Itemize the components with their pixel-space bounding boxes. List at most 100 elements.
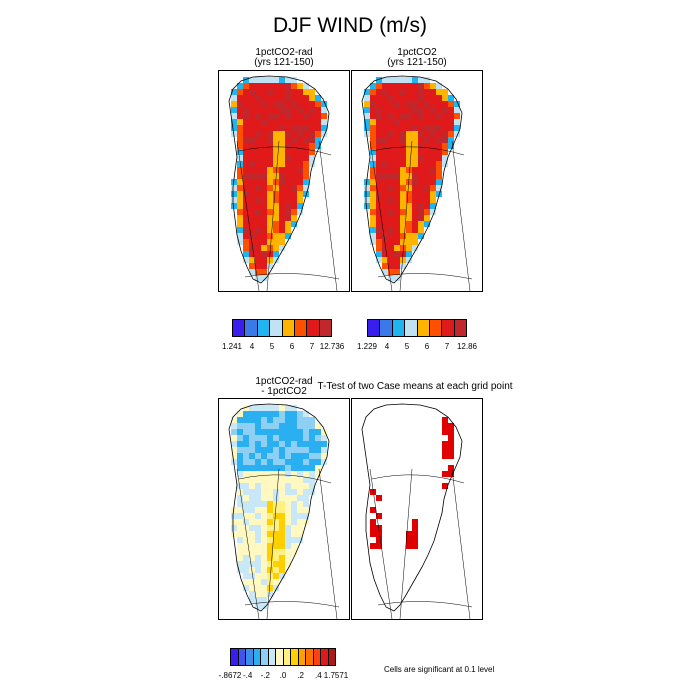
grid-cell xyxy=(261,561,267,567)
grid-cell xyxy=(267,483,273,489)
grid-cell xyxy=(261,233,267,239)
grid-cell xyxy=(237,489,243,495)
grid-cell xyxy=(448,95,454,101)
grid-cell xyxy=(297,501,303,507)
grid-cell xyxy=(267,227,273,233)
grid-cell xyxy=(261,483,267,489)
grid-cell xyxy=(388,107,394,113)
grid-cell xyxy=(261,603,267,609)
grid-cell xyxy=(267,471,273,477)
grid-cell xyxy=(412,107,418,113)
grid-cell xyxy=(303,125,309,131)
grid-cell xyxy=(279,561,285,567)
grid-cell xyxy=(285,555,291,561)
grid-cell xyxy=(243,543,249,549)
grid-cell xyxy=(394,95,400,101)
grid-cell xyxy=(249,173,255,179)
grid-cell xyxy=(388,119,394,125)
grid-cell xyxy=(243,411,249,417)
colorbar-swatch xyxy=(454,320,466,336)
grid-cell xyxy=(400,149,406,155)
grid-cell xyxy=(243,441,249,447)
grid-cell xyxy=(412,191,418,197)
grid-cell xyxy=(237,525,243,531)
grid-cell xyxy=(279,537,285,543)
grid-cell xyxy=(406,113,412,119)
grid-cell xyxy=(400,143,406,149)
grid-cell xyxy=(273,471,279,477)
grid-cell xyxy=(255,119,261,125)
grid-cell xyxy=(412,209,418,215)
grid-cell xyxy=(412,537,418,543)
grid-cell xyxy=(315,435,321,441)
grid-cell xyxy=(267,477,273,483)
grid-cell xyxy=(243,531,249,537)
grid-cell xyxy=(261,143,267,149)
grid-cell xyxy=(297,489,303,495)
grid-cell xyxy=(394,239,400,245)
grid-cell xyxy=(394,215,400,221)
grid-cell xyxy=(279,215,285,221)
grid-cell xyxy=(255,441,261,447)
grid-cell xyxy=(376,221,382,227)
grid-cell xyxy=(412,119,418,125)
grid-cell xyxy=(436,101,442,107)
colorbar-swatch xyxy=(380,320,393,336)
grid-cell xyxy=(424,131,430,137)
grid-cell xyxy=(315,101,321,107)
grid-cell xyxy=(388,89,394,95)
grid-cell xyxy=(285,501,291,507)
grid-cell xyxy=(448,143,454,149)
grid-cell xyxy=(376,537,382,543)
grid-cell xyxy=(412,167,418,173)
grid-cell xyxy=(237,149,243,155)
grid-cell xyxy=(448,119,454,125)
grid-cell xyxy=(418,95,424,101)
grid-cell xyxy=(297,101,303,107)
grid-cell xyxy=(412,125,418,131)
grid-cell xyxy=(279,137,285,143)
colorbar-swatch xyxy=(429,320,443,336)
grid-cell xyxy=(243,567,249,573)
grid-cell xyxy=(237,465,243,471)
grid-cell xyxy=(418,155,424,161)
grid-cell xyxy=(376,95,382,101)
grid-cell xyxy=(249,161,255,167)
grid-cell xyxy=(279,77,285,83)
grid-cell xyxy=(249,543,255,549)
grid-cell xyxy=(376,531,382,537)
colorbar-swatch xyxy=(298,649,306,665)
grid-cell xyxy=(255,185,261,191)
grid-cell xyxy=(370,179,376,185)
grid-cell xyxy=(315,119,321,125)
grid-cell xyxy=(249,423,255,429)
grid-cell xyxy=(412,161,418,167)
grid-cell xyxy=(279,245,285,251)
grid-cell xyxy=(267,537,273,543)
grid-cell xyxy=(279,435,285,441)
grid-cell xyxy=(249,113,255,119)
grid-cell xyxy=(388,251,394,257)
grid-cell xyxy=(261,453,267,459)
grid-cell xyxy=(267,131,273,137)
grid-cell xyxy=(285,429,291,435)
grid-cell xyxy=(273,185,279,191)
grid-cell xyxy=(267,459,273,465)
grid-cell xyxy=(376,209,382,215)
grid-cell xyxy=(261,179,267,185)
grid-cell xyxy=(418,125,424,131)
grid-cell xyxy=(243,459,249,465)
grid-cell xyxy=(243,555,249,561)
grid-cell xyxy=(249,537,255,543)
grid-cell xyxy=(321,113,327,119)
grid-cell xyxy=(249,585,255,591)
grid-cell xyxy=(255,137,261,143)
grid-cell xyxy=(255,191,261,197)
grid-cell xyxy=(279,519,285,525)
grid-cell xyxy=(412,245,418,251)
grid-cell xyxy=(237,179,243,185)
grid-cell xyxy=(267,239,273,245)
grid-cell xyxy=(255,549,261,555)
grid-cell xyxy=(231,429,237,435)
grid-cell xyxy=(249,77,255,83)
